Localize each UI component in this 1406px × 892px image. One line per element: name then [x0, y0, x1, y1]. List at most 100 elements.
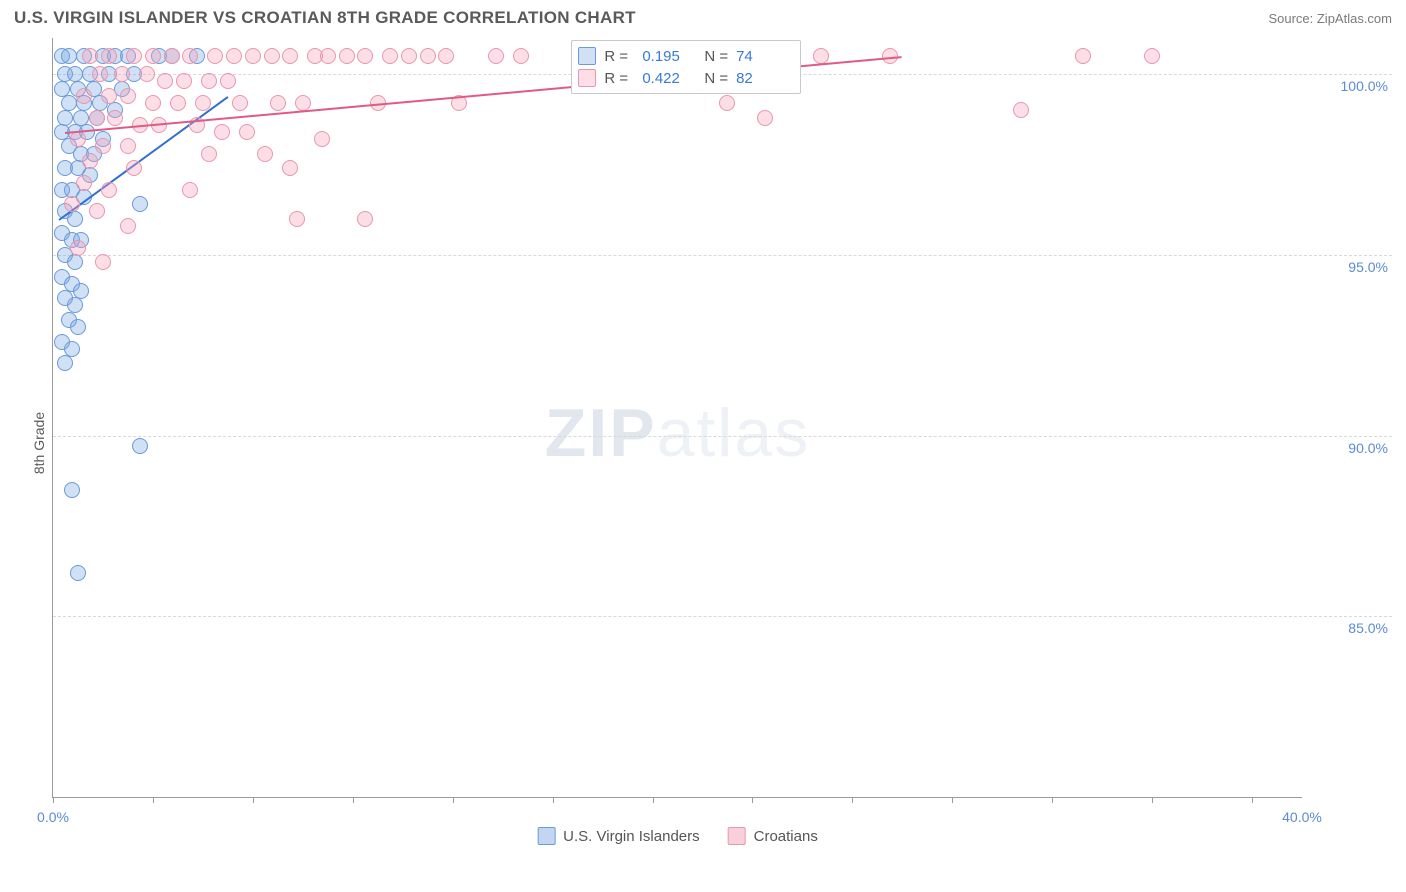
- y-tick-label: 85.0%: [1348, 620, 1388, 636]
- data-point: [76, 88, 92, 104]
- data-point: [120, 218, 136, 234]
- x-tick: [353, 797, 354, 803]
- data-point: [70, 565, 86, 581]
- data-point: [82, 153, 98, 169]
- data-point: [357, 211, 373, 227]
- data-point: [89, 203, 105, 219]
- data-point: [182, 48, 198, 64]
- legend-item: Croatians: [728, 827, 818, 845]
- data-point: [382, 48, 398, 64]
- data-point: [270, 95, 286, 111]
- data-point: [61, 48, 77, 64]
- data-point: [719, 95, 735, 111]
- source-attribution: Source: ZipAtlas.com: [1268, 11, 1392, 26]
- x-tick: [53, 797, 54, 803]
- source-link[interactable]: ZipAtlas.com: [1317, 11, 1392, 26]
- data-point: [120, 88, 136, 104]
- watermark-atlas: atlas: [657, 395, 811, 471]
- data-point: [239, 124, 255, 140]
- data-point: [214, 124, 230, 140]
- legend-n-value: 74: [736, 48, 790, 65]
- x-tick: [153, 797, 154, 803]
- data-point: [1144, 48, 1160, 64]
- data-point: [245, 48, 261, 64]
- legend-n-label: N =: [704, 70, 728, 87]
- watermark-zip: ZIP: [545, 395, 657, 471]
- data-point: [70, 240, 86, 256]
- data-point: [813, 48, 829, 64]
- legend-swatch: [537, 827, 555, 845]
- x-tick: [553, 797, 554, 803]
- x-tick: [752, 797, 753, 803]
- data-point: [195, 95, 211, 111]
- x-tick: [952, 797, 953, 803]
- data-point: [357, 48, 373, 64]
- data-point: [182, 182, 198, 198]
- data-point: [207, 48, 223, 64]
- data-point: [120, 138, 136, 154]
- data-point: [64, 482, 80, 498]
- data-point: [438, 48, 454, 64]
- data-point: [67, 66, 83, 82]
- y-tick-label: 95.0%: [1348, 259, 1388, 275]
- data-point: [101, 182, 117, 198]
- legend-item: U.S. Virgin Islanders: [537, 827, 699, 845]
- gridline: [53, 616, 1392, 617]
- x-tick: [852, 797, 853, 803]
- data-point: [513, 48, 529, 64]
- data-point: [145, 48, 161, 64]
- data-point: [164, 48, 180, 64]
- legend-row: R =0.422N =82: [578, 67, 790, 89]
- data-point: [101, 48, 117, 64]
- data-point: [1075, 48, 1091, 64]
- data-point: [314, 131, 330, 147]
- x-tick: [653, 797, 654, 803]
- data-point: [232, 95, 248, 111]
- legend-label: Croatians: [754, 828, 818, 845]
- data-point: [57, 355, 73, 371]
- chart-title: U.S. VIRGIN ISLANDER VS CROATIAN 8TH GRA…: [14, 8, 636, 28]
- data-point: [176, 73, 192, 89]
- legend-label: U.S. Virgin Islanders: [563, 828, 699, 845]
- data-point: [289, 211, 305, 227]
- chart-container: 8th Grade ZIPatlas U.S. Virgin Islanders…: [14, 38, 1392, 848]
- data-point: [132, 196, 148, 212]
- x-tick-label: 40.0%: [1282, 809, 1322, 825]
- data-point: [126, 160, 142, 176]
- watermark: ZIPatlas: [545, 394, 810, 472]
- x-tick: [1052, 797, 1053, 803]
- data-point: [220, 73, 236, 89]
- legend-r-label: R =: [604, 48, 634, 65]
- scatter-plot: ZIPatlas U.S. Virgin IslandersCroatians …: [52, 38, 1302, 798]
- data-point: [488, 48, 504, 64]
- data-point: [420, 48, 436, 64]
- data-point: [67, 254, 83, 270]
- x-tick: [453, 797, 454, 803]
- bottom-legend: U.S. Virgin Islanders Croatians: [537, 827, 818, 845]
- data-point: [401, 48, 417, 64]
- data-point: [1013, 102, 1029, 118]
- data-point: [170, 95, 186, 111]
- data-point: [320, 48, 336, 64]
- data-point: [201, 73, 217, 89]
- data-point: [70, 319, 86, 335]
- legend-r-value: 0.195: [642, 48, 696, 65]
- data-point: [70, 131, 86, 147]
- x-tick: [1152, 797, 1153, 803]
- data-point: [145, 95, 161, 111]
- data-point: [157, 73, 173, 89]
- legend-n-value: 82: [736, 70, 790, 87]
- data-point: [201, 146, 217, 162]
- data-point: [339, 48, 355, 64]
- correlation-legend: R =0.195N =74R =0.422N =82: [571, 40, 801, 94]
- data-point: [82, 48, 98, 64]
- data-point: [139, 66, 155, 82]
- data-point: [126, 48, 142, 64]
- y-tick-label: 100.0%: [1341, 78, 1388, 94]
- legend-swatch: [578, 69, 596, 87]
- data-point: [132, 438, 148, 454]
- data-point: [757, 110, 773, 126]
- legend-swatch: [578, 47, 596, 65]
- gridline: [53, 255, 1392, 256]
- data-point: [114, 66, 130, 82]
